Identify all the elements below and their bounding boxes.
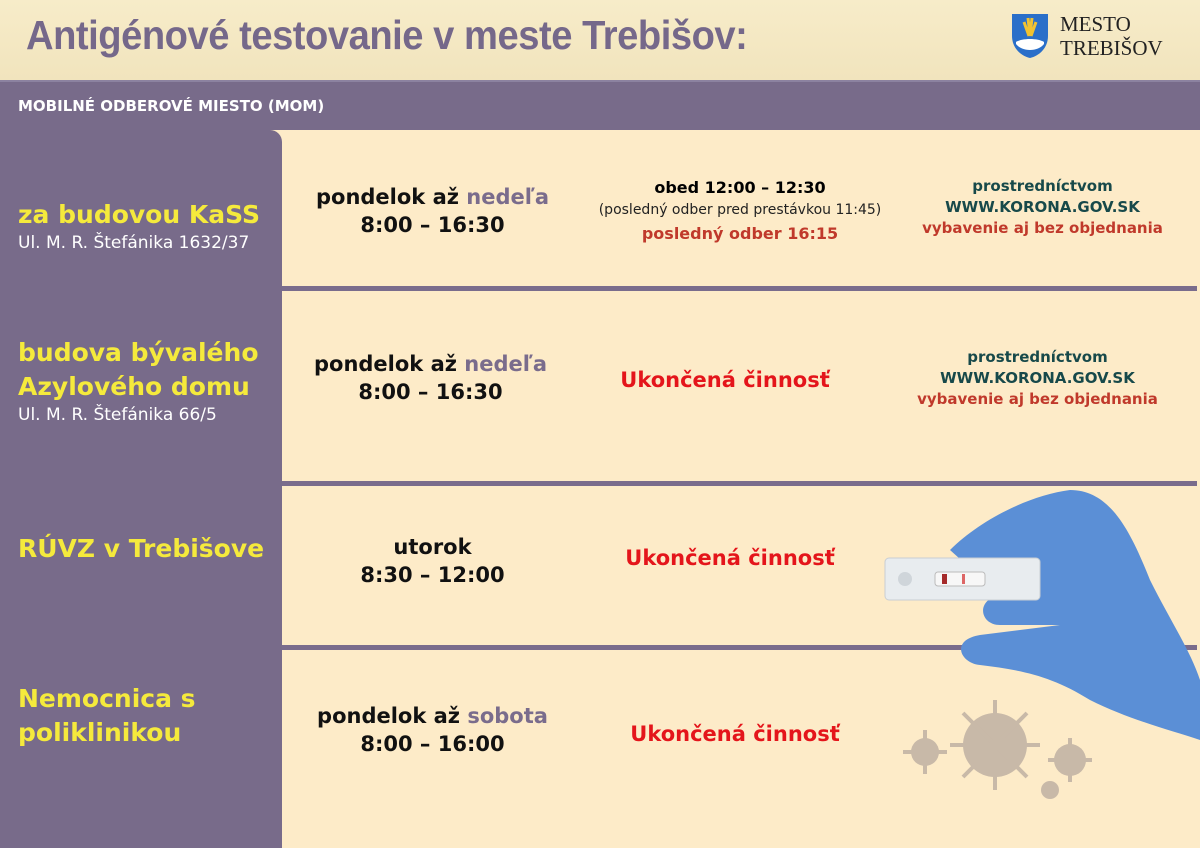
section-label: MOBILNÉ ODBEROVÉ MIESTO (MOM) bbox=[18, 97, 325, 115]
gloved-hand-with-antigen-test-icon bbox=[884, 490, 1200, 799]
status-2: Ukončená činnosť bbox=[620, 368, 830, 392]
header: Antigénové testovanie v meste Trebišov: … bbox=[0, 0, 1200, 80]
city-logo: MESTO TREBIŠOV bbox=[1010, 12, 1163, 60]
location-4: Nemocnica s poliklinikou bbox=[18, 684, 196, 747]
coat-of-arms-icon bbox=[1012, 14, 1048, 58]
registration-1: prostredníctvom WWW.KORONA.GOV.SK vybaveni… bbox=[922, 177, 1163, 237]
address: Ul. M. R. Štefánika 66/5 bbox=[18, 405, 217, 425]
location-3: RÚVZ v Trebišove bbox=[18, 534, 265, 563]
location-2: budova bývalého Azylového domu Ul. M. R. Š… bbox=[18, 338, 259, 425]
status-3: Ukončená činnosť bbox=[625, 546, 835, 570]
break-info-1: obed 12:00 – 12:30 (posledný odber pred p… bbox=[598, 178, 882, 243]
divider bbox=[282, 286, 1197, 291]
schedule-2: pondelok až nedeľa 8:00 – 16:30 bbox=[313, 352, 547, 404]
page-title: Antigénové testovanie v meste Trebišov: bbox=[26, 12, 748, 58]
logo-line1: MESTO bbox=[1060, 12, 1131, 36]
registration-2: prostredníctvom WWW.KORONA.GOV.SK vybaveni… bbox=[917, 348, 1158, 408]
divider bbox=[282, 645, 1197, 650]
location-column bbox=[0, 130, 282, 848]
location-1: za budovou KaSS Ul. M. R. Štefánika 1632/… bbox=[18, 200, 260, 253]
address: Ul. M. R. Štefánika 1632/37 bbox=[18, 233, 250, 253]
status-4: Ukončená činnosť bbox=[630, 722, 840, 746]
schedule-1: pondelok až nedeľa 8:00 – 16:30 bbox=[315, 185, 549, 237]
schedule-3: utorok 8:30 – 12:00 bbox=[360, 535, 505, 587]
logo-line2: TREBIŠOV bbox=[1060, 36, 1163, 60]
section-band: MOBILNÉ ODBEROVÉ MIESTO (MOM) bbox=[0, 80, 1200, 130]
divider bbox=[282, 481, 1197, 486]
schedule-4: pondelok až sobota 8:00 – 16:00 bbox=[317, 704, 548, 756]
